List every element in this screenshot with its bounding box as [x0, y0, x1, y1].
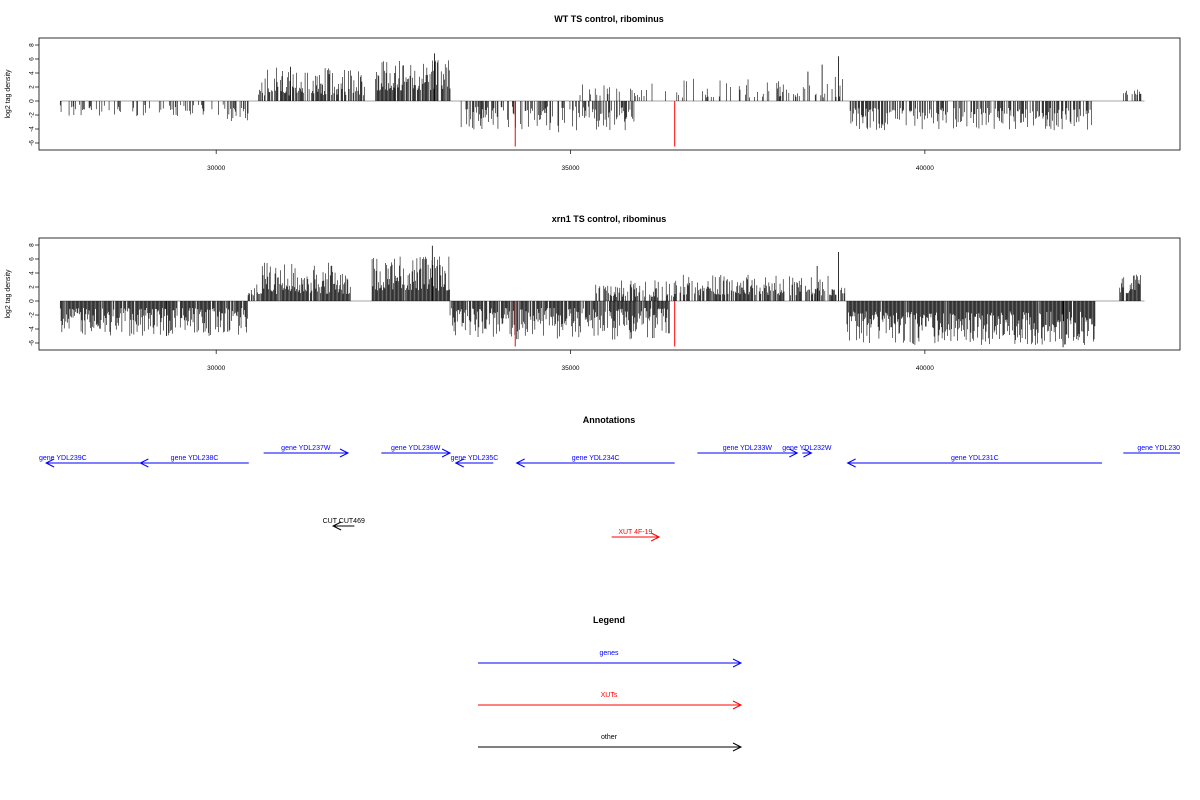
x-tick-label: 30000 [207, 365, 225, 372]
y-tick-label: 6 [29, 57, 36, 61]
chart-title: xrn1 TS control, ribominus [552, 214, 667, 224]
feature-label: gene YDL233W [723, 445, 773, 452]
x-tick-label: 40000 [916, 165, 934, 172]
legend-item-other: other [478, 734, 743, 752]
feature-label: gene YDL238C [171, 455, 219, 462]
feature-arrow-arrowhead [441, 448, 452, 458]
feature-gene: gene YDL232W [782, 445, 832, 458]
feature-label: CUT CUT469 [323, 518, 365, 525]
y-tick-label: 0 [29, 99, 36, 103]
y-axis-label: log2 tag density [5, 269, 12, 319]
legend-arrow-arrowhead [732, 658, 743, 668]
signal-bars [59, 245, 1141, 348]
legend-item-label: other [601, 734, 618, 741]
feature-arrow-arrowhead [650, 532, 661, 542]
y-tick-label: -2 [29, 312, 36, 318]
y-tick-label: -2 [29, 112, 36, 118]
y-tick-label: 8 [29, 43, 36, 47]
y-tick-label: 4 [29, 71, 36, 75]
feature-gene: gene YDL234C [515, 455, 675, 468]
legend-arrow-arrowhead [732, 742, 743, 752]
y-tick-label: 4 [29, 271, 36, 275]
feature-label: gene YDL239C [39, 455, 87, 462]
feature-label: gene YDL237W [281, 445, 331, 452]
signal-bars [59, 53, 1142, 147]
y-tick-label: -6 [29, 140, 36, 146]
legend-item-xuts: XUTs [478, 692, 743, 710]
y-tick-label: -4 [29, 126, 36, 132]
y-tick-label: 6 [29, 257, 36, 261]
feature-arrow-arrowhead [454, 458, 464, 468]
feature-gene: gene YDL235C [451, 455, 499, 468]
feature-gene: gene YDL236W [381, 445, 452, 458]
legend-title: Legend [593, 615, 625, 625]
feature-arrow-arrowhead [44, 458, 55, 468]
legend: Legend genes XUTs other [478, 615, 743, 752]
x-tick-label: 30000 [207, 165, 225, 172]
legend-item-label: genes [599, 650, 619, 657]
chart-title: WT TS control, ribominus [554, 14, 664, 24]
annotations-track: Annotations gene YDL239C gene YDL238C gene … [39, 415, 1180, 542]
feature-arrow-arrowhead [339, 448, 350, 458]
feature-label: gene YDL236W [391, 445, 441, 452]
y-tick-label: -6 [29, 340, 36, 346]
legend-item-genes: genes [478, 650, 743, 668]
legend-item-label: XUTs [601, 692, 618, 699]
chart-panel-1: WT TS control, ribominus log2 tag density… [5, 14, 1181, 172]
feature-label: gene YDL232W [782, 445, 832, 452]
feature-label: gene YDL235C [451, 455, 499, 462]
plot-frame [38, 37, 1181, 151]
feature-arrow-arrowhead [331, 521, 342, 531]
plot-frame [38, 237, 1181, 351]
feature-arrow-arrowhead [789, 448, 799, 458]
feature-arrow-arrowhead [139, 458, 149, 468]
feature-gene: gene YDL239C [39, 455, 158, 468]
feature-label: gene YDL230 [1137, 445, 1180, 452]
y-tick-label: -4 [29, 326, 36, 332]
feature-other: CUT CUT469 [323, 518, 365, 531]
y-tick-label: 8 [29, 243, 36, 247]
x-tick-label: 40000 [916, 365, 934, 372]
feature-label: XUT 4F-19 [618, 529, 652, 536]
y-tick-label: 0 [29, 299, 36, 303]
feature-gene: gene YDL231C [846, 455, 1103, 468]
feature-arrow-arrowhead [846, 458, 856, 468]
x-tick-label: 35000 [561, 365, 579, 372]
y-tick-label: 2 [29, 85, 36, 89]
y-tick-label: 2 [29, 285, 36, 289]
chart-panel-2: xrn1 TS control, ribominus log2 tag densi… [5, 214, 1181, 372]
feature-label: gene YDL234C [572, 455, 620, 462]
legend-arrow-arrowhead [732, 700, 743, 710]
feature-arrow-arrowhead [803, 448, 813, 458]
feature-xut: XUT 4F-19 [611, 529, 661, 542]
feature-label: gene YDL231C [951, 455, 999, 462]
feature-gene: gene YDL230 [1123, 445, 1180, 454]
feature-gene: gene YDL233W [697, 445, 799, 458]
annotations-title: Annotations [583, 415, 636, 425]
x-tick-label: 35000 [561, 165, 579, 172]
feature-arrow-arrowhead [515, 458, 525, 468]
feature-gene: gene YDL237W [263, 445, 350, 458]
feature-gene: gene YDL238C [139, 455, 249, 468]
y-axis-label: log2 tag density [5, 69, 12, 119]
